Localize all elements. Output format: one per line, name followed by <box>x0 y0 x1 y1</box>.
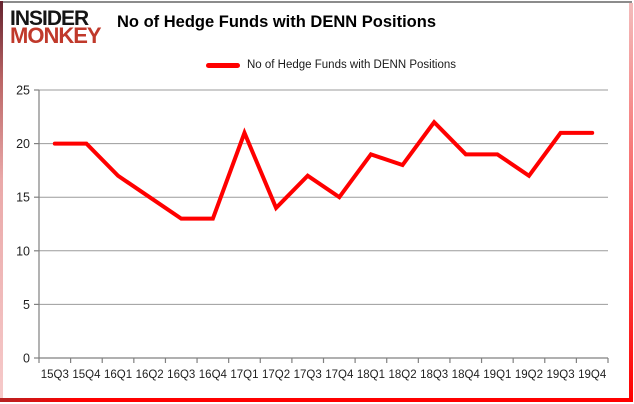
frame-border-left <box>0 1 3 400</box>
x-axis-tick-label: 15Q3 <box>41 369 69 381</box>
legend: No of Hedge Funds with DENN Positions <box>14 59 634 71</box>
legend-label: No of Hedge Funds with DENN Positions <box>246 59 456 71</box>
y-axis-tick-label: 20 <box>16 137 30 151</box>
x-axis-tick-label: 17Q3 <box>294 369 322 381</box>
x-axis-tick-label: 16Q4 <box>199 369 228 381</box>
x-axis-tick-label: 16Q1 <box>104 369 132 381</box>
y-axis-tick-label: 0 <box>23 352 30 366</box>
x-axis-tick-label: 18Q2 <box>388 369 416 381</box>
x-axis-tick-label: 19Q1 <box>483 369 511 381</box>
x-axis-tick-label: 16Q3 <box>167 369 195 381</box>
insider-monkey-logo: INSIDER MONKEY <box>10 7 102 49</box>
frame-border-right <box>629 3 633 400</box>
x-axis-tick-label: 19Q3 <box>547 369 575 381</box>
x-axis-tick-label: 18Q1 <box>357 369 385 381</box>
data-series-line <box>52 119 595 221</box>
x-axis-tick-label: 16Q2 <box>136 369 164 381</box>
x-axis-tick-label: 18Q3 <box>420 369 448 381</box>
x-axis-tick-label: 19Q2 <box>515 369 543 381</box>
x-axis-tick-label: 17Q4 <box>325 369 354 381</box>
legend-line-swatch <box>205 62 240 68</box>
y-axis-tick-label: 25 <box>16 84 30 98</box>
frame-border-top <box>0 1 632 3</box>
logo-line-insider: INSIDER <box>10 7 89 30</box>
x-axis-tick-label: 17Q1 <box>230 369 258 381</box>
y-axis-tick-label: 5 <box>23 298 30 312</box>
x-axis-tick-label: 19Q4 <box>578 369 607 381</box>
y-axis-tick-label: 15 <box>16 191 30 205</box>
y-axis-tick-label: 10 <box>16 244 30 258</box>
frame-border-bottom <box>0 398 633 402</box>
x-axis-tick-label: 15Q4 <box>72 369 101 381</box>
x-axis-tick-label: 18Q4 <box>452 369 481 381</box>
logo-line-monkey: MONKEY <box>10 23 102 49</box>
chart-title: No of Hedge Funds with DENN Positions <box>117 13 436 31</box>
x-axis-tick-label: 17Q2 <box>262 369 290 381</box>
